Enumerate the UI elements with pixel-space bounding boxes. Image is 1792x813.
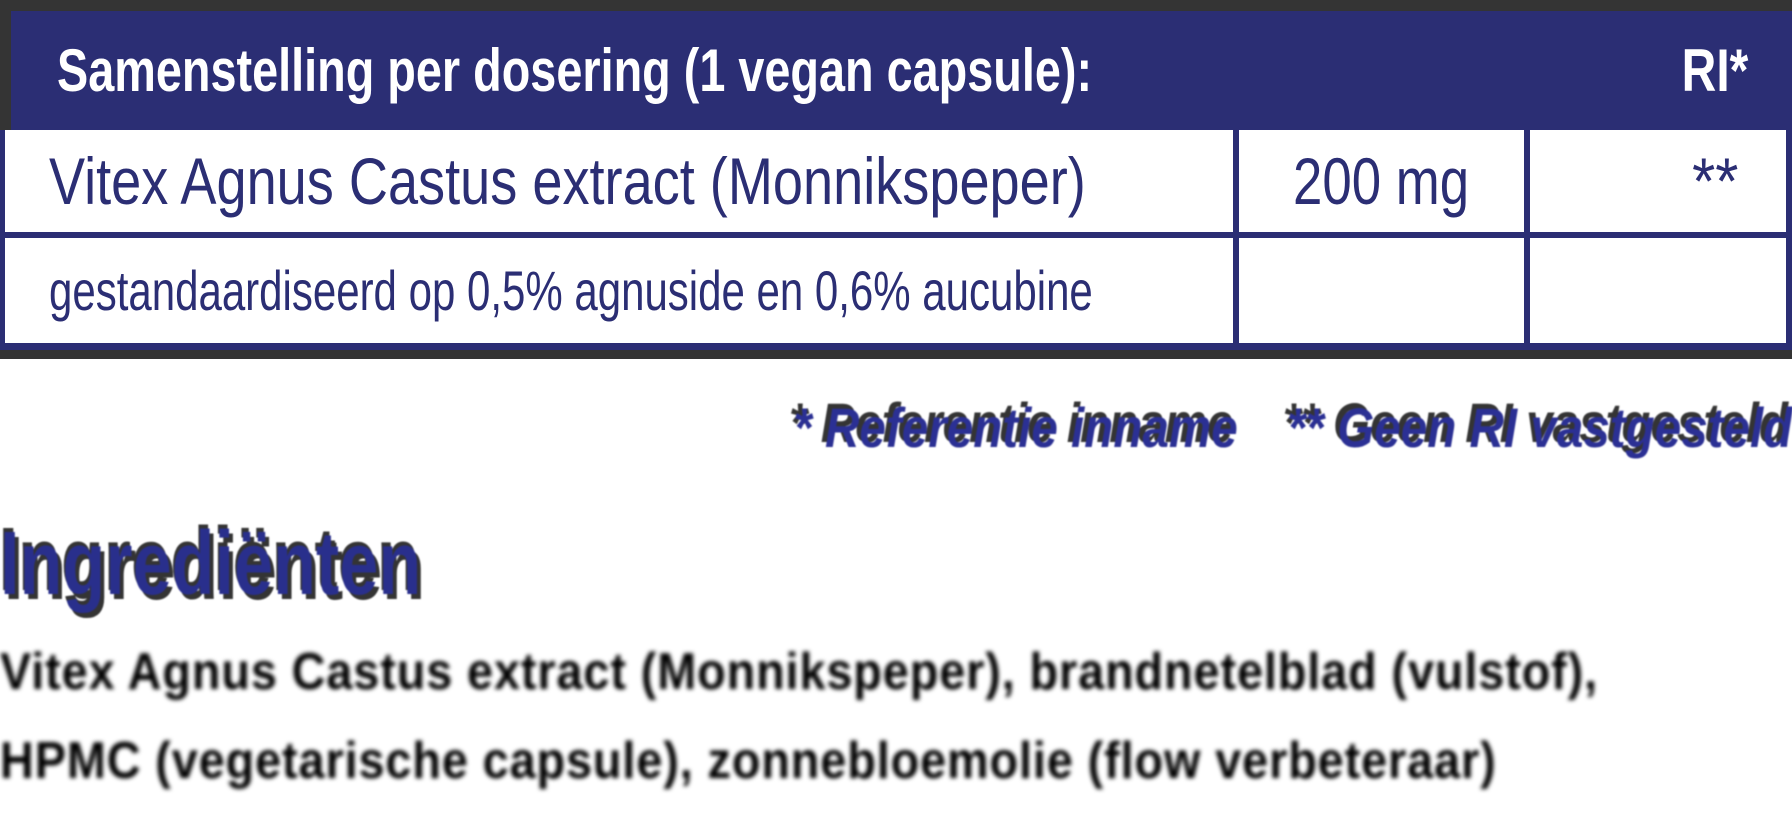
composition-table-header: Samenstelling per dosering (1 vegan caps… bbox=[11, 11, 1792, 130]
table-title-text: Samenstelling per dosering (1 vegan caps… bbox=[57, 37, 1093, 104]
ingredients-body: Vitex Agnus Castus extract (Monnikspeper… bbox=[0, 628, 1792, 806]
ingredient-name: Vitex Agnus Castus extract (Monnikspeper… bbox=[49, 144, 1086, 218]
amount-value: 200 mg bbox=[1293, 144, 1470, 218]
standardization-cell: gestandaardiseerd op 0,5% agnuside en 0,… bbox=[5, 238, 1233, 343]
footnote-text: * Referentie inname ** Geen RI vastgestel… bbox=[793, 388, 1792, 468]
ri-column-header-text: RI* bbox=[1681, 37, 1748, 104]
ri-column-header: RI* bbox=[1493, 36, 1792, 105]
left-shadow-strip bbox=[0, 0, 11, 131]
footnote-line: * Referentie inname ** Geen RI vastgestel… bbox=[0, 388, 1792, 468]
ingredients-line-2-text: HPMC (vegetarische capsule), zonnebloemo… bbox=[0, 732, 1497, 790]
ingredients-line-2: HPMC (vegetarische capsule), zonnebloemo… bbox=[0, 717, 1792, 806]
amount-cell: 200 mg bbox=[1233, 130, 1524, 232]
ingredients-heading-text: Ingrediënten bbox=[0, 514, 422, 614]
ingredients-line-1-text: Vitex Agnus Castus extract (Monnikspeper… bbox=[0, 643, 1599, 701]
table-bottom-border bbox=[0, 343, 1792, 350]
footnote-reference-intake: * Referentie inname bbox=[792, 396, 1238, 459]
ri-value: ** bbox=[1691, 144, 1738, 218]
top-shadow-strip bbox=[0, 0, 1792, 11]
composition-table-body: Vitex Agnus Castus extract (Monnikspeper… bbox=[0, 130, 1792, 343]
table-row: Vitex Agnus Castus extract (Monnikspeper… bbox=[5, 130, 1786, 238]
ri-cell bbox=[1524, 238, 1786, 343]
table-row: gestandaardiseerd op 0,5% agnuside en 0,… bbox=[5, 238, 1786, 343]
ingredients-line-1: Vitex Agnus Castus extract (Monnikspeper… bbox=[0, 628, 1792, 717]
amount-cell bbox=[1233, 238, 1524, 343]
bottom-shadow-strip bbox=[0, 350, 1792, 359]
ingredients-heading: Ingrediënten bbox=[0, 512, 540, 616]
table-title: Samenstelling per dosering (1 vegan caps… bbox=[11, 36, 1493, 105]
footnote-no-ri: ** Geen RI vastgesteld bbox=[1286, 396, 1792, 459]
ingredient-name-cell: Vitex Agnus Castus extract (Monnikspeper… bbox=[5, 130, 1233, 232]
standardization-text: gestandaardiseerd op 0,5% agnuside en 0,… bbox=[49, 259, 1093, 322]
ri-cell: ** bbox=[1524, 130, 1786, 232]
